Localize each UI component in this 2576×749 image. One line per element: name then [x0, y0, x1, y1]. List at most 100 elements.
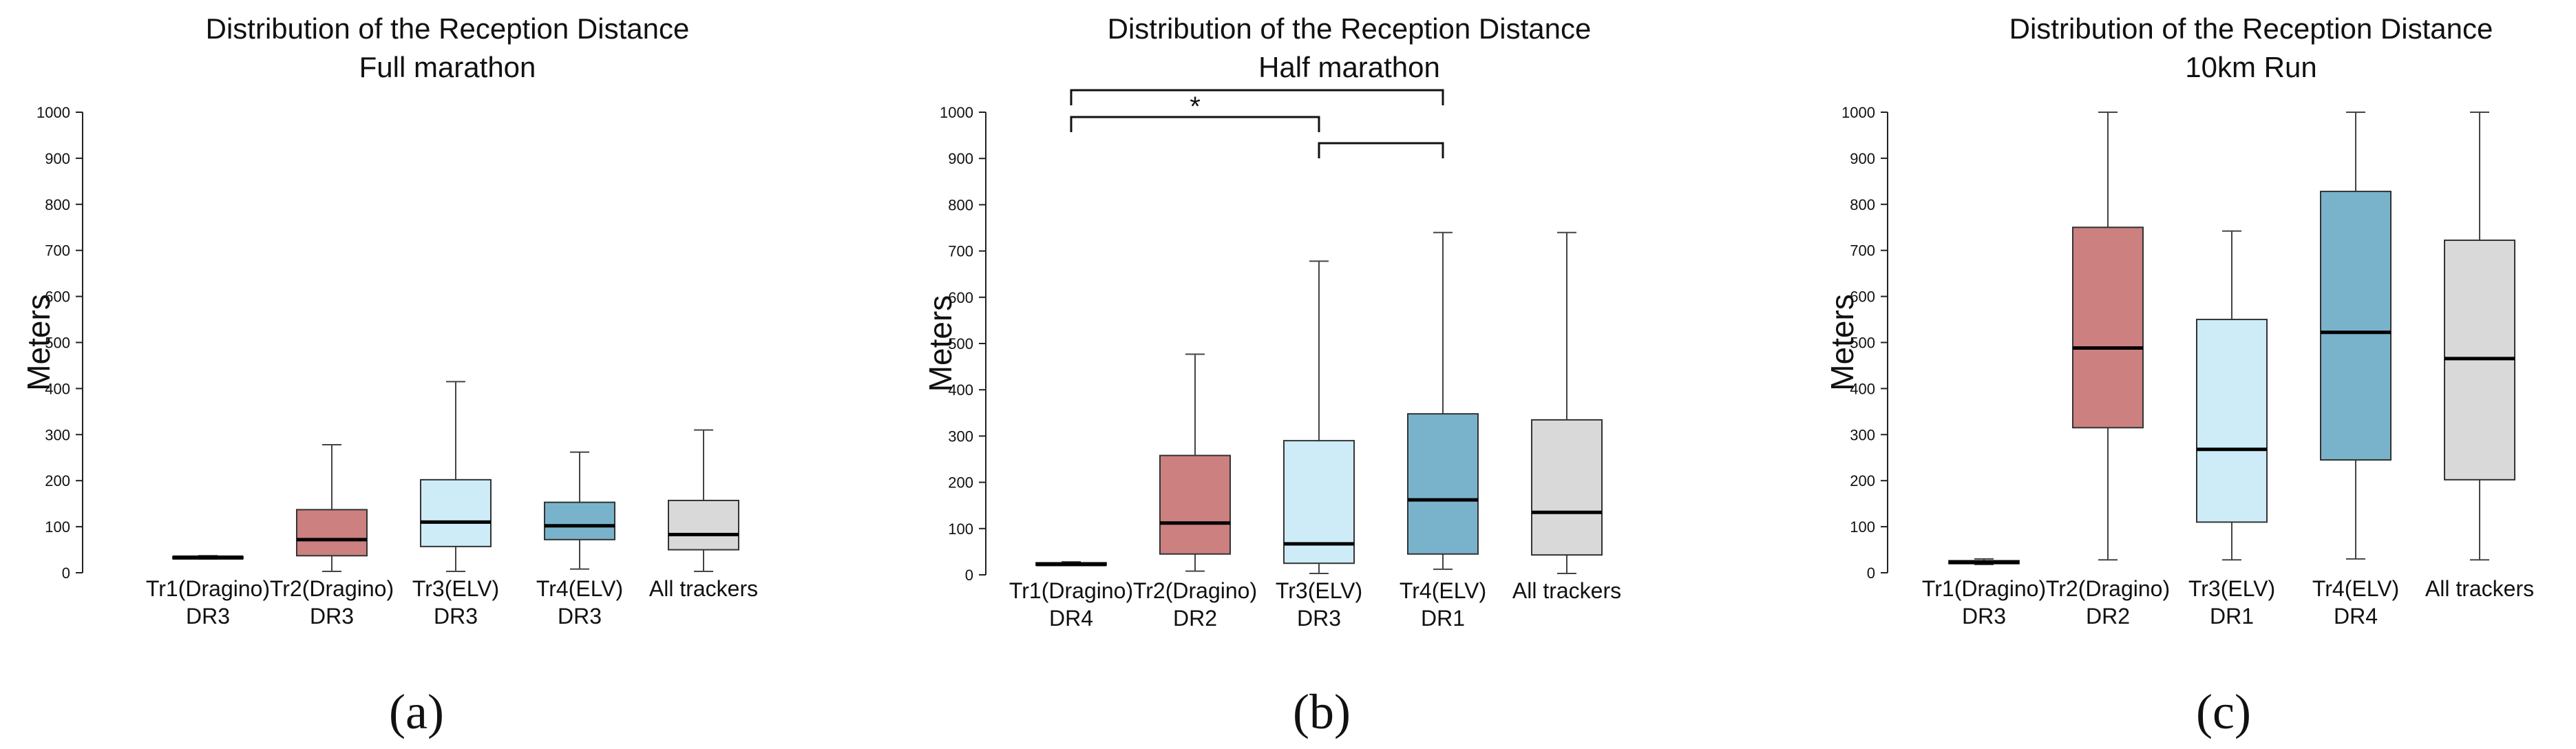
iqr-box [544, 501, 615, 540]
box-1 [1035, 561, 1107, 567]
category-sublabel: DR3 [1297, 606, 1341, 631]
box-5 [1531, 231, 1603, 574]
iqr-box [2072, 226, 2144, 429]
chart-subtitle: Full marathon [359, 51, 536, 83]
y-tick-label: 800 [1850, 196, 1875, 213]
box-2 [2072, 112, 2144, 561]
y-tick-label: 100 [45, 518, 70, 536]
category-label: Tr3(ELV) [412, 576, 499, 601]
significance-label: * [1190, 92, 1201, 122]
chart-title: Distribution of the Reception Distance [1108, 12, 1592, 45]
chart-panel-3: Distribution of the Reception Distance 10… [1824, 12, 2534, 739]
iqr-box [668, 499, 739, 551]
category-sublabel: DR4 [1049, 606, 1093, 631]
box-5 [668, 429, 739, 572]
box-4 [2320, 112, 2392, 560]
y-tick-label: 0 [965, 567, 973, 584]
y-tick-label: 400 [1850, 380, 1875, 397]
chart-title: Distribution of the Reception Distance [206, 12, 690, 45]
category-label: Tr4(ELV) [536, 576, 623, 601]
iqr-box [420, 478, 492, 547]
box-5 [2444, 112, 2515, 561]
iqr-box [1407, 413, 1479, 555]
category-sublabel: DR4 [2334, 604, 2378, 629]
y-tick-label: 700 [948, 243, 973, 260]
category-label: Tr1(Dragino) [146, 576, 270, 601]
y-tick-label: 900 [948, 150, 973, 167]
category-label: Tr4(ELV) [1400, 578, 1486, 603]
chart-panel-2: Distribution of the Reception Distance Ha… [922, 12, 1621, 739]
y-tick-label: 300 [45, 426, 70, 443]
category-sublabel: DR2 [1173, 606, 1217, 631]
y-tick-label: 500 [948, 335, 973, 352]
y-tick-label: 200 [1850, 472, 1875, 489]
chart-subtitle: 10km Run [2185, 51, 2316, 83]
y-axis-label: Meters [21, 294, 56, 391]
y-tick-label: 700 [45, 242, 70, 260]
y-tick-label: 200 [45, 472, 70, 489]
category-label: Tr3(ELV) [2188, 576, 2275, 601]
y-tick-label: 0 [62, 565, 70, 582]
y-tick-label: 100 [1850, 518, 1875, 536]
y-axis-label: Meters [1824, 294, 1860, 391]
significance-bracket [1318, 142, 1444, 158]
iqr-box [1159, 454, 1231, 555]
category-sublabel: DR2 [2086, 604, 2130, 629]
category-sublabel: DR3 [310, 604, 354, 629]
box-2 [296, 444, 368, 572]
y-tick-label: 0 [1867, 565, 1875, 582]
category-label: Tr4(ELV) [2312, 576, 2399, 601]
chart-subtitle: Half marathon [1258, 51, 1440, 83]
category-sublabel: DR3 [434, 604, 478, 629]
y-tick-label: 900 [1850, 150, 1875, 167]
category-sublabel: DR1 [1421, 606, 1465, 631]
y-tick-label: 900 [45, 150, 70, 167]
y-axis-label: Meters [922, 295, 958, 392]
y-tick-label: 300 [948, 428, 973, 445]
category-label: Tr2(Dragino) [270, 576, 394, 601]
category-label: All trackers [2425, 576, 2534, 601]
y-tick-label: 500 [45, 335, 70, 352]
category-label: Tr3(ELV) [1276, 578, 1362, 603]
significance-bracket [1070, 116, 1320, 132]
y-tick-label: 200 [948, 474, 973, 492]
y-tick-label: 700 [1850, 242, 1875, 260]
panel-label: (b) [1293, 684, 1351, 739]
y-tick-label: 600 [1850, 288, 1875, 306]
box-3 [2196, 230, 2268, 561]
category-label: Tr1(Dragino) [1922, 576, 2046, 601]
iqr-box [2320, 191, 2392, 461]
y-tick-label: 100 [948, 520, 973, 538]
y-tick-label: 1000 [1841, 104, 1875, 121]
category-sublabel: DR3 [558, 604, 602, 629]
category-sublabel: DR3 [186, 604, 230, 629]
y-tick-label: 400 [45, 380, 70, 397]
panel-label: (c) [2196, 684, 2251, 739]
y-tick-label: 500 [1850, 335, 1875, 352]
category-label: All trackers [1512, 578, 1621, 603]
category-label: Tr2(Dragino) [1133, 578, 1257, 603]
category-sublabel: DR3 [1962, 604, 2006, 629]
y-tick-label: 800 [948, 196, 973, 213]
category-sublabel: DR1 [2210, 604, 2254, 629]
y-tick-label: 1000 [36, 104, 70, 121]
box-4 [1407, 231, 1479, 570]
box-3 [420, 381, 492, 572]
iqr-box [296, 509, 368, 557]
box-4 [544, 451, 615, 570]
category-label: All trackers [649, 576, 758, 601]
panel-label: (a) [389, 684, 444, 739]
y-tick-label: 600 [45, 288, 70, 306]
chart-title: Distribution of the Reception Distance [2009, 12, 2493, 45]
y-tick-label: 600 [948, 289, 973, 306]
box-1 [172, 555, 244, 560]
box-1 [1948, 558, 2020, 565]
category-label: Tr2(Dragino) [2046, 576, 2170, 601]
iqr-box [1531, 419, 1603, 556]
significance-bracket [1070, 89, 1444, 105]
y-tick-label: 800 [45, 196, 70, 213]
category-label: Tr1(Dragino) [1009, 578, 1133, 603]
box-3 [1283, 260, 1355, 574]
iqr-box [2196, 319, 2268, 523]
